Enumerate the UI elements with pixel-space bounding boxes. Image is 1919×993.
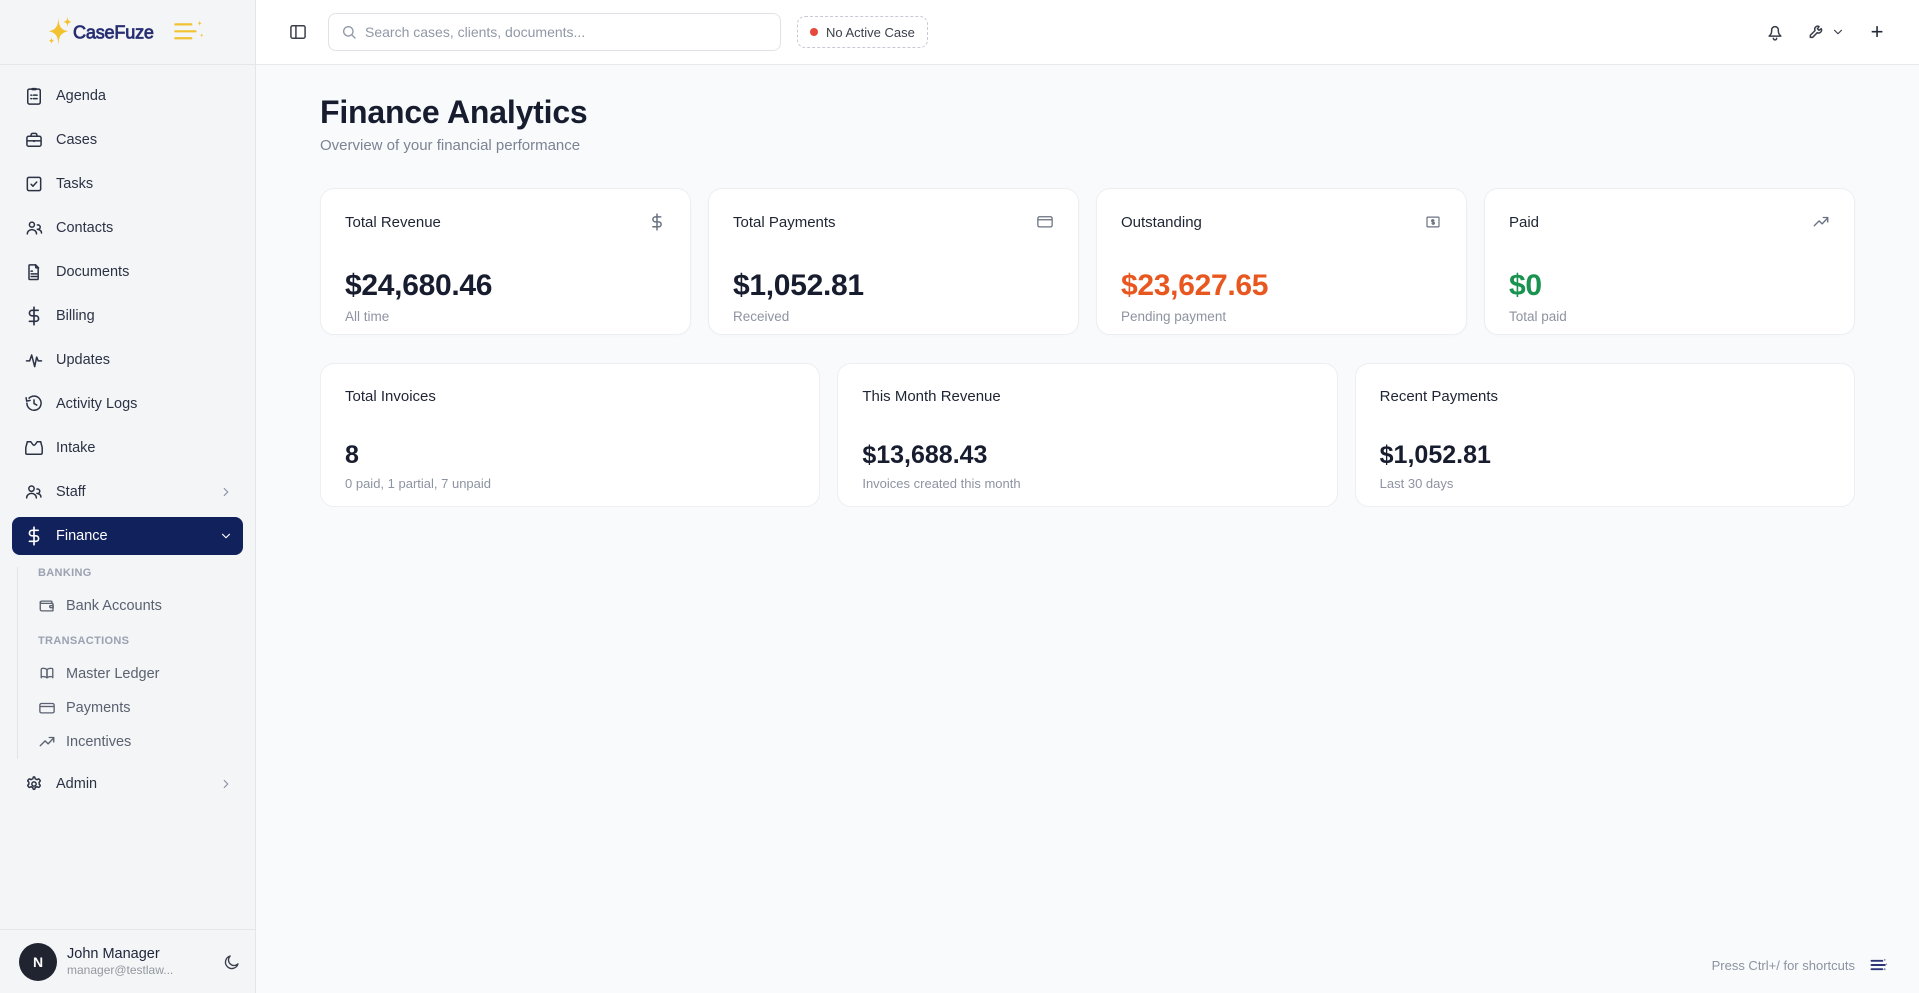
svg-text:CaseFuze: CaseFuze [73, 22, 154, 42]
